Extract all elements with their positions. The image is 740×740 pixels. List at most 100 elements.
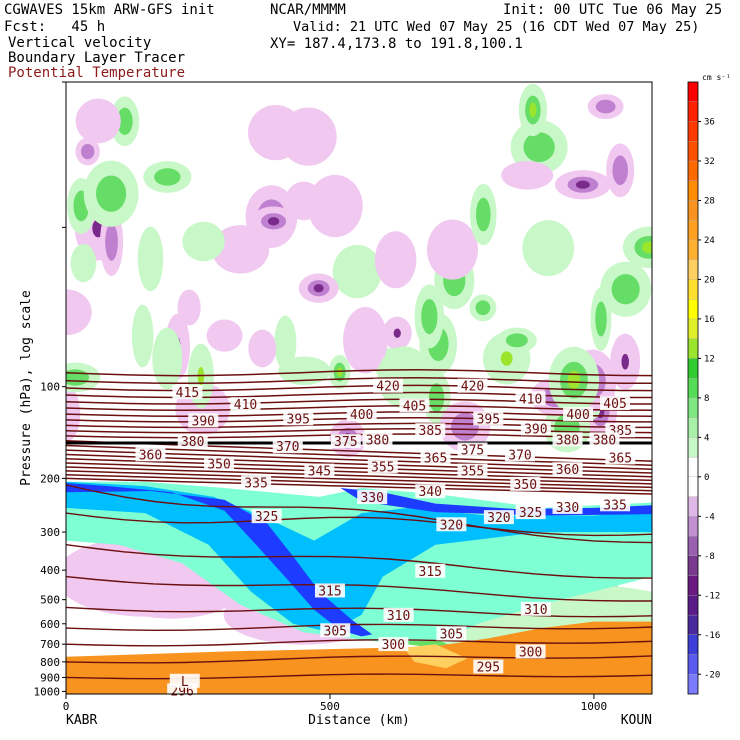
- y-tick-label: 800: [40, 656, 60, 669]
- velocity-cell: [177, 289, 201, 326]
- theta-label: 310: [387, 609, 410, 624]
- theta-label-bg: [552, 462, 583, 477]
- colorbar-bin: [687, 318, 699, 339]
- theta-label: 365: [424, 451, 447, 466]
- theta-label-bg: [436, 517, 467, 532]
- colorbar-bin: [687, 674, 699, 695]
- theta-contour: [66, 398, 652, 405]
- theta-label-bg: [204, 456, 235, 471]
- colorbar-label: 36: [704, 117, 715, 127]
- colorbar-label: 8: [704, 394, 709, 404]
- velocity-cell: [131, 304, 154, 368]
- velocity-core: [81, 143, 95, 160]
- velocity-peak: [621, 353, 629, 370]
- theta-contour: [66, 623, 652, 632]
- theta-contour: [66, 369, 652, 377]
- theta-label-bg: [135, 447, 166, 462]
- velocity-cell: [332, 244, 382, 299]
- x-tick-label: 1000: [581, 700, 608, 713]
- theta-label-bg: [552, 432, 583, 447]
- theta-label-bg: [241, 475, 272, 490]
- colorbar-label: 24: [704, 236, 715, 246]
- x-end-station: KOUN: [621, 713, 652, 728]
- y-tick-label: 700: [40, 638, 60, 651]
- colorbar-label: -4: [704, 512, 715, 522]
- theta-label-bg: [330, 434, 361, 449]
- theta-label: 295: [477, 661, 500, 676]
- velocity-cell: [152, 327, 183, 390]
- colorbar-label: -12: [704, 591, 720, 601]
- colorbar-bin: [687, 160, 699, 181]
- theta-contour: [66, 405, 652, 412]
- theta-label: 420: [461, 380, 484, 395]
- theta-label: 350: [514, 478, 537, 493]
- theta-contour: [66, 377, 652, 385]
- theta-label-bg: [605, 450, 636, 465]
- velocity-cell: [274, 315, 297, 370]
- velocity-cell: [522, 220, 575, 277]
- theta-contour: [66, 484, 652, 544]
- colorbar-bin: [687, 220, 699, 241]
- theta-contour: [66, 466, 652, 485]
- theta-label-bg: [483, 510, 514, 525]
- colorbar-bin: [687, 358, 699, 379]
- colorbar-bin: [687, 121, 699, 142]
- colorbar-bin: [687, 239, 699, 260]
- theta-label: 310: [524, 603, 547, 618]
- colorbar-bin: [687, 595, 699, 616]
- theta-label-bg: [515, 391, 546, 406]
- velocity-core: [451, 412, 479, 441]
- theta-label: 410: [234, 398, 257, 413]
- colorbar-bin: [687, 338, 699, 359]
- theta-label-bg: [563, 407, 594, 422]
- theta-label: 330: [556, 501, 579, 516]
- theta-label-bg: [373, 378, 404, 393]
- velocity-cell: [374, 231, 417, 289]
- theta-label-bg: [415, 484, 446, 499]
- field-bl-tracer: Boundary Layer Tracer: [8, 50, 186, 66]
- theta-label-bg: [520, 601, 551, 616]
- theta-label-bg: [357, 490, 388, 505]
- colorbar-bin: [687, 535, 699, 556]
- theta-contour: [66, 575, 652, 602]
- theta-contour: [66, 473, 652, 492]
- center-label: NCAR/MMMM: [270, 2, 346, 18]
- colorbar-bin: [687, 654, 699, 675]
- theta-label: 390: [524, 422, 547, 437]
- velocity-peak: [267, 217, 280, 226]
- y-tick-label: 100: [40, 381, 60, 394]
- theta-label: 365: [609, 451, 632, 466]
- theta-label-bg: [230, 397, 261, 412]
- valid-time: Valid: 21 UTC Wed 07 May 25 (16 CDT Wed …: [293, 19, 700, 35]
- colorbar-bin: [687, 614, 699, 635]
- y-tick-label: 300: [40, 526, 60, 539]
- y-tick-label: 900: [40, 671, 60, 684]
- y-tick-label: 1000: [34, 685, 61, 698]
- forecast-hour: Fcst: 45 h: [4, 19, 106, 35]
- x-start-station: KABR: [66, 713, 97, 728]
- init-time: Init: 00 UTC Tue 06 May 25: [503, 2, 723, 18]
- theta-label-bg: [515, 644, 546, 659]
- theta-label: 380: [181, 435, 204, 450]
- theta-label: 380: [366, 433, 389, 448]
- field-layer: [66, 83, 652, 694]
- velocity-core: [612, 155, 628, 186]
- colorbar-label: -16: [704, 631, 720, 641]
- colorbar-label: 12: [704, 354, 715, 364]
- velocity-cell: [66, 289, 92, 336]
- velocity-cell: [70, 244, 97, 283]
- y-tick-label: 400: [40, 564, 60, 577]
- theta-label: 300: [382, 638, 405, 653]
- colorbar-bin: [687, 476, 699, 497]
- velocity-cell: [137, 226, 164, 292]
- velocity-cell: [248, 105, 304, 161]
- colorbar-bin: [687, 101, 699, 122]
- theta-label-bg: [367, 459, 398, 474]
- theta-label: 420: [376, 380, 399, 395]
- velocity-cell: [182, 221, 225, 262]
- theta-label: 345: [308, 465, 331, 480]
- velocity-cell: [427, 219, 478, 280]
